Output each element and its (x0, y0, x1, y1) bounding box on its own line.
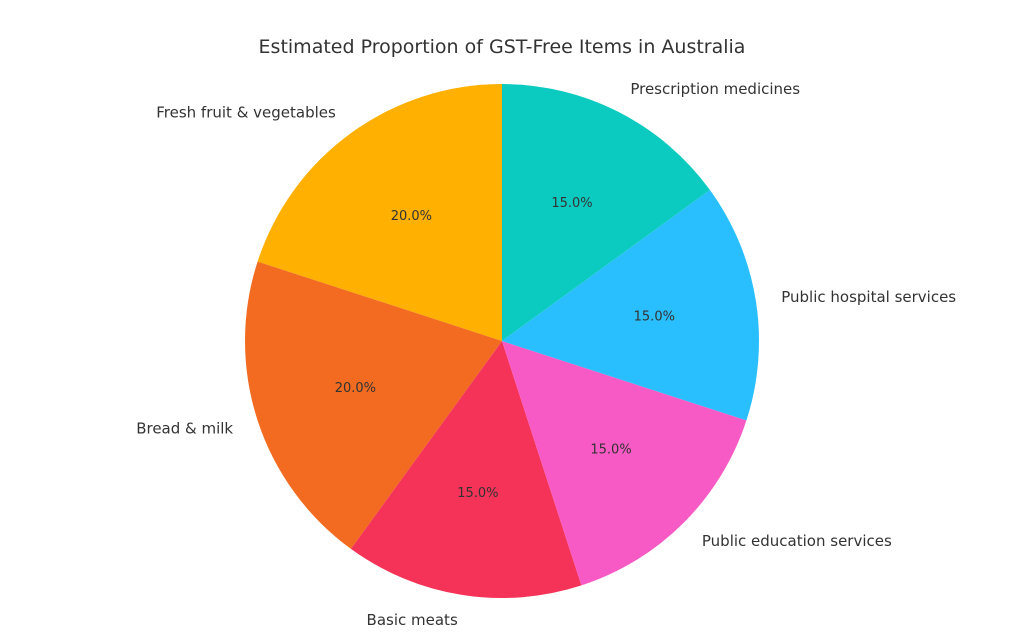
chart-title: Estimated Proportion of GST-Free Items i… (259, 36, 746, 58)
pct-label-fresh-fruit-vegetables: 20.0% (391, 209, 432, 224)
category-label-bread-milk: Bread & milk (136, 419, 233, 437)
category-labels: Fresh fruit & vegetables Bread & milk Basi… (136, 80, 956, 629)
pie-slice-public-hospital-services (502, 189, 760, 421)
category-label-basic-meats: Basic meats (367, 611, 458, 629)
pct-label-basic-meats: 15.0% (457, 486, 498, 501)
category-label-fresh-fruit-vegetables: Fresh fruit & vegetables (156, 103, 336, 121)
pct-label-prescription-medicines: 15.0% (551, 196, 592, 211)
pie-slices (244, 84, 760, 599)
pct-label-bread-milk: 20.0% (335, 381, 376, 396)
pct-label-public-hospital-services: 15.0% (634, 309, 675, 324)
percentage-labels: 20.0% 20.0% 15.0% 15.0% 15.0% 15.0% (335, 196, 675, 501)
category-label-public-hospital-services: Public hospital services (781, 288, 956, 306)
pct-label-public-education-services: 15.0% (590, 443, 631, 458)
pie-slice-prescription-medicines (502, 84, 710, 341)
pie-slice-public-education-services (502, 341, 747, 586)
pie-slice-basic-meats (350, 341, 582, 599)
category-label-prescription-medicines: Prescription medicines (630, 80, 800, 98)
pie-slice-bread-milk (244, 261, 502, 549)
pie-slice-fresh-fruit-vegetables (257, 84, 502, 341)
category-label-public-education-services: Public education services (702, 532, 892, 550)
